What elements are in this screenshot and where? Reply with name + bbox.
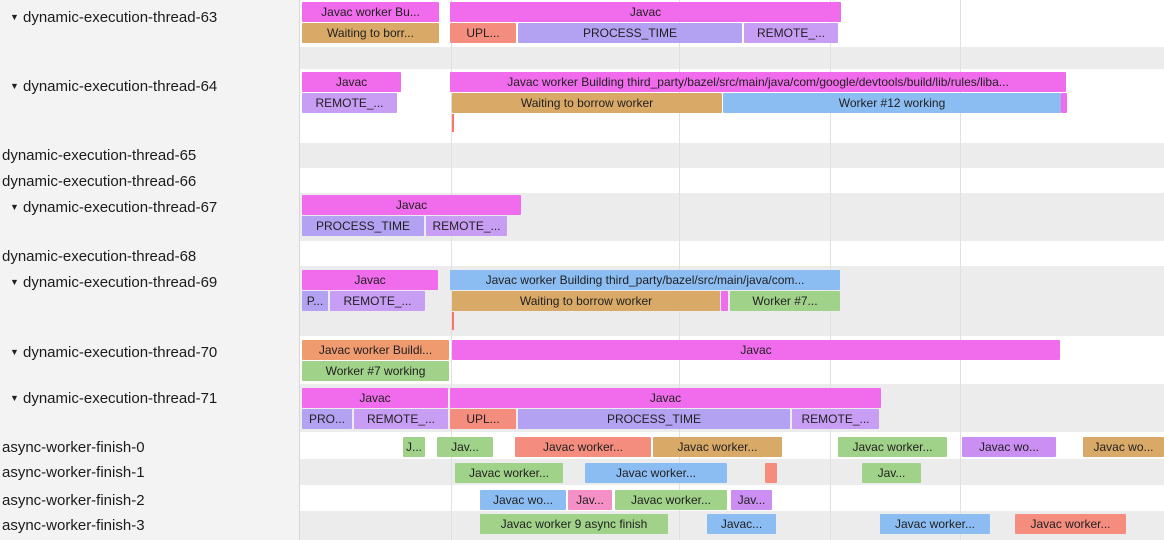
trace-event-bar[interactable]: Javac — [450, 388, 881, 408]
trace-event-bar[interactable]: PROCESS_TIME — [518, 409, 790, 429]
trace-event-bar[interactable]: REMOTE_... — [426, 216, 507, 236]
collapse-triangle-icon[interactable]: ▼ — [10, 393, 19, 403]
trace-event-bar[interactable]: Javac worker... — [1015, 514, 1126, 534]
sidebar-row-async-worker-finish-1[interactable]: async-worker-finish-1 — [0, 463, 145, 481]
trace-event-bar[interactable]: Javac — [302, 388, 448, 408]
sidebar: ▼ dynamic-execution-thread-63 ▼ dynamic-exe… — [0, 0, 300, 540]
trace-event-bar[interactable]: UPL... — [450, 409, 516, 429]
trace-event-bar[interactable]: Javac worker... — [515, 437, 651, 457]
trace-event-bar[interactable]: Worker #7 working — [302, 361, 449, 381]
collapse-triangle-icon[interactable]: ▼ — [10, 81, 19, 91]
thread-name-label: async-worker-finish-3 — [2, 516, 145, 534]
trace-event-bar[interactable]: J... — [403, 437, 425, 457]
trace-event-bar[interactable]: Waiting to borrow worker — [452, 93, 722, 113]
collapse-triangle-icon[interactable]: ▼ — [10, 347, 19, 357]
trace-event-bar[interactable]: Jav... — [731, 490, 772, 510]
thread-name-label: dynamic-execution-thread-69 — [23, 273, 218, 291]
instant-event-tick[interactable] — [452, 312, 454, 330]
track-background-stripe — [300, 459, 1164, 485]
trace-event-bar[interactable]: Javac worker... — [615, 490, 727, 510]
thread-name-label: dynamic-execution-thread-64 — [23, 77, 218, 95]
trace-event-bar[interactable] — [721, 291, 728, 311]
sidebar-row-dynamic-execution-thread-64[interactable]: ▼ dynamic-execution-thread-64 — [0, 77, 217, 95]
track-background-stripe — [300, 47, 1164, 69]
sidebar-row-dynamic-execution-thread-68[interactable]: dynamic-execution-thread-68 — [0, 247, 196, 265]
trace-event-bar[interactable]: REMOTE_... — [354, 409, 448, 429]
trace-event-bar[interactable] — [1061, 93, 1067, 113]
thread-name-label: dynamic-execution-thread-63 — [23, 8, 218, 26]
trace-event-bar[interactable]: PROCESS_TIME — [518, 23, 742, 43]
trace-event-bar[interactable]: PROCESS_TIME — [302, 216, 424, 236]
trace-event-bar[interactable]: Javac — [302, 195, 521, 215]
sidebar-row-dynamic-execution-thread-71[interactable]: ▼ dynamic-execution-thread-71 — [0, 389, 217, 407]
trace-event-bar[interactable]: Jav... — [437, 437, 493, 457]
trace-event-bar[interactable]: Javac — [302, 72, 401, 92]
trace-event-bar[interactable]: REMOTE_... — [302, 93, 397, 113]
trace-event-bar[interactable]: REMOTE_... — [744, 23, 838, 43]
trace-event-bar[interactable]: Worker #7... — [730, 291, 840, 311]
trace-event-bar[interactable]: Javac worker Building third_party/bazel/… — [450, 270, 840, 290]
thread-name-label: async-worker-finish-0 — [2, 438, 145, 456]
sidebar-row-dynamic-execution-thread-65[interactable]: dynamic-execution-thread-65 — [0, 146, 196, 164]
thread-name-label: dynamic-execution-thread-71 — [23, 389, 218, 407]
trace-event-bar[interactable]: Javac worker... — [653, 437, 782, 457]
sidebar-row-dynamic-execution-thread-66[interactable]: dynamic-execution-thread-66 — [0, 172, 196, 190]
trace-event-bar[interactable]: Javac worker 9 async finish — [480, 514, 668, 534]
trace-event-bar[interactable]: Worker #12 working — [723, 93, 1061, 113]
trace-event-bar[interactable]: Jav... — [862, 463, 921, 483]
thread-name-label: dynamic-execution-thread-70 — [23, 343, 218, 361]
instant-event-tick[interactable] — [452, 114, 454, 132]
trace-event-bar[interactable]: Javac worker Buildi... — [302, 340, 449, 360]
collapse-triangle-icon[interactable]: ▼ — [10, 277, 19, 287]
trace-event-bar[interactable]: Javac wo... — [1083, 437, 1164, 457]
time-gridline — [960, 0, 961, 540]
trace-event-bar[interactable]: Javac wo... — [962, 437, 1056, 457]
trace-event-bar[interactable]: Javac wo... — [480, 490, 566, 510]
trace-event-bar[interactable]: Javac — [452, 340, 1060, 360]
sidebar-row-dynamic-execution-thread-69[interactable]: ▼ dynamic-execution-thread-69 — [0, 273, 217, 291]
sidebar-row-async-worker-finish-2[interactable]: async-worker-finish-2 — [0, 491, 145, 509]
sidebar-row-dynamic-execution-thread-63[interactable]: ▼ dynamic-execution-thread-63 — [0, 8, 217, 26]
trace-event-bar[interactable]: Javac worker... — [455, 463, 563, 483]
thread-name-label: dynamic-execution-thread-66 — [2, 172, 197, 190]
trace-event-bar[interactable]: Jav... — [568, 490, 612, 510]
trace-event-bar[interactable]: REMOTE_... — [330, 291, 425, 311]
thread-name-label: dynamic-execution-thread-67 — [23, 198, 218, 216]
trace-event-bar[interactable]: Javac worker... — [880, 514, 990, 534]
sidebar-row-dynamic-execution-thread-67[interactable]: ▼ dynamic-execution-thread-67 — [0, 198, 217, 216]
thread-name-label: dynamic-execution-thread-68 — [2, 247, 197, 265]
collapse-triangle-icon[interactable]: ▼ — [10, 12, 19, 22]
collapse-triangle-icon[interactable]: ▼ — [10, 202, 19, 212]
trace-event-bar[interactable]: REMOTE_... — [792, 409, 879, 429]
thread-name-label: async-worker-finish-2 — [2, 491, 145, 509]
sidebar-row-dynamic-execution-thread-70[interactable]: ▼ dynamic-execution-thread-70 — [0, 343, 217, 361]
thread-name-label: dynamic-execution-thread-65 — [2, 146, 197, 164]
sidebar-row-async-worker-finish-3[interactable]: async-worker-finish-3 — [0, 516, 145, 534]
track-background-stripe — [300, 143, 1164, 168]
trace-event-bar[interactable]: Javac — [450, 2, 841, 22]
trace-event-bar[interactable] — [765, 463, 777, 483]
trace-event-bar[interactable]: Javac worker... — [838, 437, 947, 457]
trace-event-bar[interactable]: PRO... — [302, 409, 352, 429]
trace-event-bar[interactable]: Javac... — [707, 514, 776, 534]
trace-event-bar[interactable]: UPL... — [450, 23, 516, 43]
trace-event-bar[interactable]: Javac worker Bu... — [302, 2, 439, 22]
trace-event-bar[interactable]: Waiting to borrow worker — [452, 291, 720, 311]
trace-event-bar[interactable]: Javac — [302, 270, 438, 290]
sidebar-row-async-worker-finish-0[interactable]: async-worker-finish-0 — [0, 438, 145, 456]
thread-name-label: async-worker-finish-1 — [2, 463, 145, 481]
trace-event-bar[interactable]: Javac worker... — [585, 463, 727, 483]
trace-event-bar[interactable]: Javac worker Building third_party/bazel/… — [450, 72, 1066, 92]
trace-event-bar[interactable]: P... — [302, 291, 328, 311]
trace-event-bar[interactable]: Waiting to borr... — [302, 23, 439, 43]
